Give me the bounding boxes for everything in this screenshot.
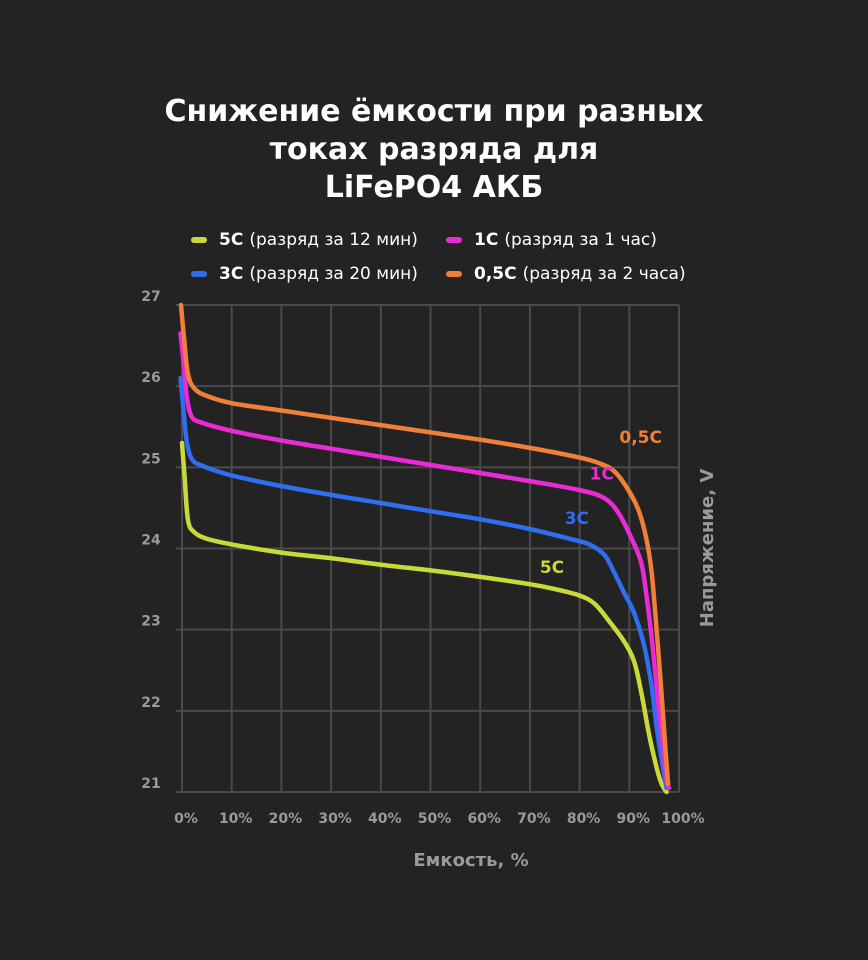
chart-title: Снижение ёмкости при разных токах разряд…	[0, 93, 868, 207]
y-tick-label: 27	[141, 289, 160, 305]
y-tick-label: 21	[141, 776, 160, 792]
legend-item-5c: 5C (разряд за 12 мин)	[191, 230, 418, 250]
curve-label-3c: 3C	[565, 509, 589, 529]
x-tick-label: 80%	[567, 811, 601, 827]
legend-item-05c: 0,5C (разряд за 2 часа)	[446, 264, 686, 284]
legend-label-1c: 1C	[474, 230, 499, 250]
legend-swatch-1c	[446, 237, 462, 243]
curve-label-5c: 5C	[540, 558, 564, 578]
legend-desc-1c: (разряд за 1 час)	[504, 230, 657, 250]
title-line-3: LiFePO4 АКБ	[324, 170, 544, 205]
x-tick-label: 60%	[467, 811, 501, 827]
legend-label-3c: 3C	[219, 264, 244, 284]
legend-label-05c: 0,5C	[474, 264, 517, 284]
title-line-2: токах разряда для	[269, 132, 599, 167]
x-tick-label: 70%	[517, 811, 551, 827]
series-line-5c	[179, 440, 669, 795]
y-axis-label: Напряжение, V	[697, 469, 718, 628]
curve-annotations: 5C 3C 1C0,5C	[540, 428, 662, 578]
chart-series	[178, 302, 672, 795]
legend-desc-3c: (разряд за 20 мин)	[249, 264, 418, 284]
axis-ticks: 0% 10% 20% 30% 40% 50% 60% 70% 80% 90% 100% 21 22 23 2…	[141, 289, 704, 827]
legend-label-5c: 5C	[219, 230, 244, 250]
x-axis-label: Емкость, %	[413, 850, 528, 871]
legend-desc-5c: (разряд за 12 мин)	[249, 230, 418, 250]
series-line-3c	[178, 375, 669, 791]
curve-label-05c: 0,5C	[619, 428, 662, 448]
legend-swatch-5c	[191, 237, 207, 243]
y-tick-label: 26	[141, 370, 160, 386]
title-line-1: Снижение ёмкости при разных	[164, 94, 704, 129]
x-tick-label: 30%	[318, 811, 352, 827]
x-tick-label: 20%	[269, 811, 303, 827]
y-tick-label: 24	[141, 533, 161, 549]
legend-swatch-3c	[191, 271, 207, 277]
series-line-1c	[178, 331, 672, 791]
y-tick-label: 25	[141, 451, 160, 467]
curve-label-1c: 1C	[590, 465, 614, 485]
y-tick-label: 23	[141, 614, 160, 630]
x-tick-label: 10%	[219, 811, 253, 827]
x-tick-label: 90%	[617, 811, 651, 827]
x-tick-label: 0%	[174, 811, 198, 827]
y-tick-label: 22	[141, 695, 160, 711]
x-tick-label: 50%	[418, 811, 452, 827]
x-tick-label: 40%	[368, 811, 402, 827]
x-tick-label: 100%	[661, 811, 704, 827]
legend-swatch-05c	[446, 271, 462, 277]
legend-item-1c: 1C (разряд за 1 час)	[446, 230, 657, 250]
legend-desc-05c: (разряд за 2 часа)	[522, 264, 686, 284]
legend-item-3c: 3C (разряд за 20 мин)	[191, 264, 418, 284]
series-line-05c	[178, 302, 671, 787]
